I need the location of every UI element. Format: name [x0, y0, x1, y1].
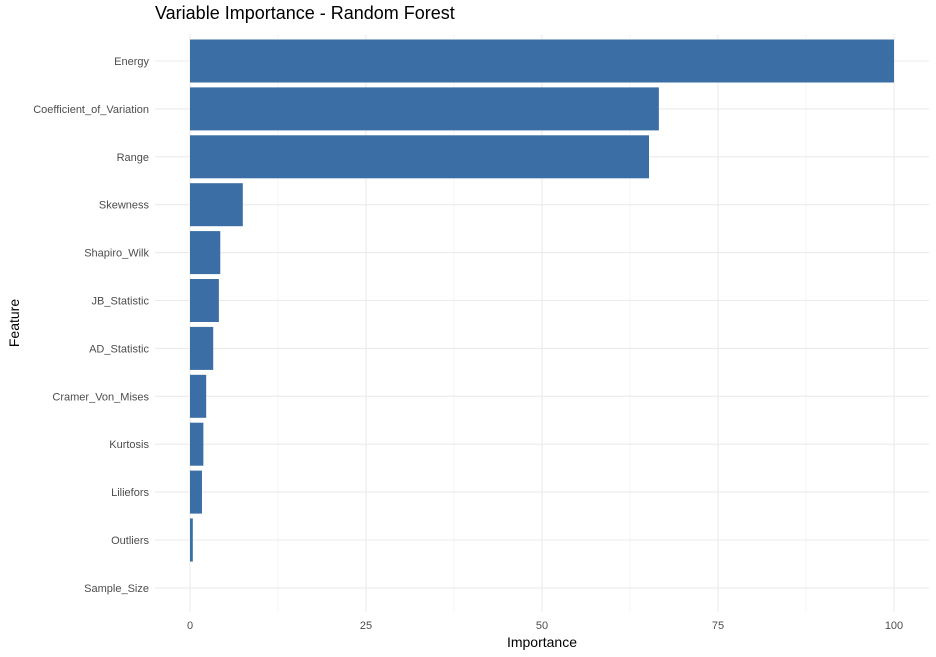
y-tick-label: JB_Statistic [92, 296, 150, 308]
bar-range [190, 135, 650, 179]
x-tick-labels: 0 25 50 75 100 [187, 620, 903, 632]
y-tick-label: Energy [114, 56, 149, 68]
y-tick-label: Cramer_Von_Mises [52, 391, 149, 403]
y-tick-label: Kurtosis [109, 439, 149, 451]
bar-cramer-von-mises [190, 374, 207, 418]
bar-ad-statistic [190, 326, 214, 370]
x-tick-label: 50 [536, 620, 548, 632]
bar-kurtosis [190, 422, 204, 466]
bar-liliefors [190, 470, 202, 514]
y-tick-labels: Energy Coefficient_of_Variation Range Skewn… [33, 56, 149, 595]
y-tick-label: Sample_Size [84, 583, 149, 595]
y-tick-label: Skewness [99, 200, 150, 212]
y-tick-label: Range [117, 152, 149, 164]
bars [190, 39, 894, 562]
bar-outliers [190, 518, 193, 562]
bar-skewness [190, 183, 243, 227]
bar-energy [190, 39, 894, 83]
y-tick-label: Coefficient_of_Variation [33, 104, 149, 116]
bar-shapiro-wilk [190, 231, 221, 275]
x-axis-title: Importance [507, 634, 577, 650]
y-tick-label: Shapiro_Wilk [84, 248, 149, 260]
y-tick-label: Liliefors [111, 487, 149, 499]
x-tick-label: 75 [712, 620, 724, 632]
chart-title: Variable Importance - Random Forest [155, 3, 455, 23]
bar-coefficient-of-variation [190, 87, 659, 131]
y-tick-label: AD_Statistic [89, 343, 149, 355]
y-axis-title: Feature [6, 299, 22, 347]
x-tick-label: 25 [360, 620, 372, 632]
y-tick-label: Outliers [111, 535, 149, 547]
bar-jb-statistic [190, 279, 219, 322]
x-tick-label: 100 [885, 620, 903, 632]
x-tick-label: 0 [187, 620, 193, 632]
